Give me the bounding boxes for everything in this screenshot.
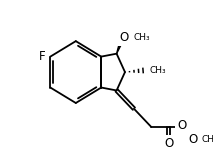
Polygon shape <box>117 37 124 54</box>
Text: CH₃: CH₃ <box>133 33 150 42</box>
Text: O: O <box>177 119 187 132</box>
Text: F: F <box>39 50 45 63</box>
Text: O: O <box>164 137 173 150</box>
Text: O: O <box>188 133 197 146</box>
Text: O: O <box>119 31 129 44</box>
Text: CH₃: CH₃ <box>149 66 166 75</box>
Text: CH₃: CH₃ <box>202 136 213 144</box>
